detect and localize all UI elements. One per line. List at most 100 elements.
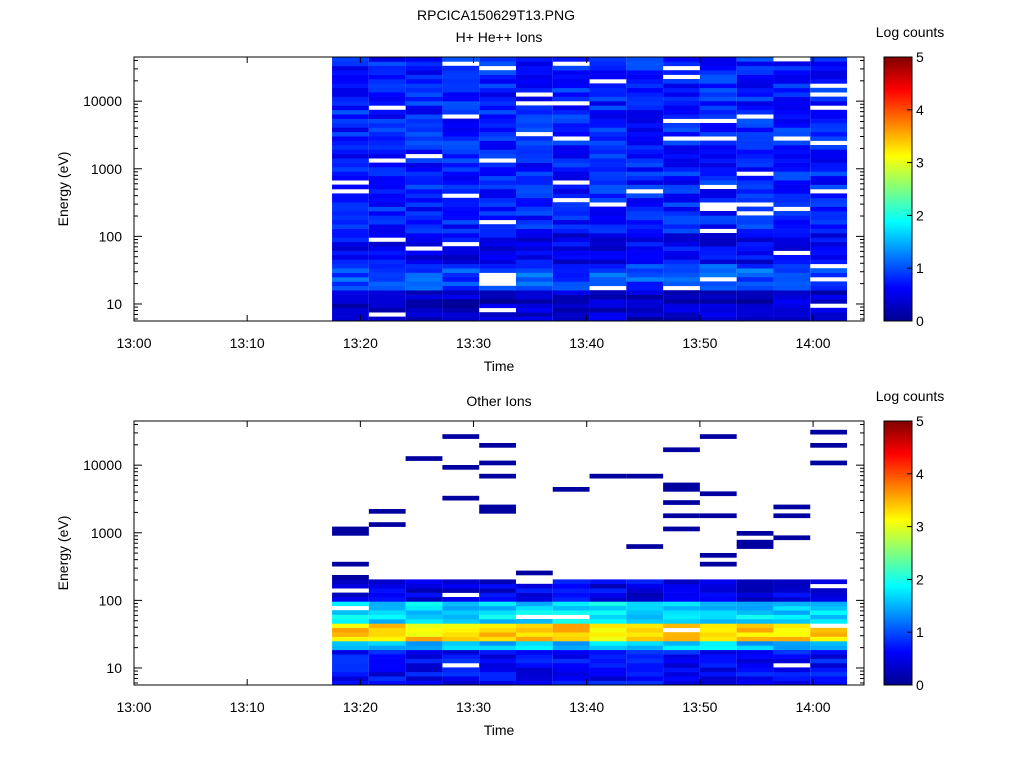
heatmap-cell (368, 215, 406, 221)
heatmap-cell (699, 123, 737, 128)
heatmap-cell (552, 206, 590, 212)
heatmap-cell (515, 663, 553, 668)
heatmap-cell (663, 197, 700, 203)
heatmap-cell (479, 162, 516, 168)
heatmap-cell (479, 92, 516, 97)
heatmap-cell (773, 535, 811, 541)
heatmap-cell (810, 250, 848, 256)
heatmap-cell (479, 632, 516, 637)
heatmap-cell (515, 65, 553, 71)
colorbar-tick-label: 4 (916, 102, 924, 118)
heatmap-cell (810, 180, 848, 185)
heatmap-cell (368, 131, 406, 137)
heatmap-cell (368, 167, 406, 172)
heatmap-cell (810, 614, 848, 620)
heatmap-cell (626, 219, 664, 225)
heatmap-cell (699, 627, 737, 633)
heatmap-cell (736, 197, 774, 203)
heatmap-cell (736, 531, 774, 536)
heatmap-cell (442, 299, 480, 304)
heatmap-cell (699, 281, 737, 287)
heatmap-cell (405, 70, 443, 75)
heatmap-cell (479, 579, 516, 585)
heatmap-cell (405, 127, 443, 133)
heatmap-cell (368, 114, 406, 119)
heatmap-cell (699, 434, 737, 439)
heatmap-cell (663, 663, 700, 668)
heatmap-cell (442, 263, 480, 269)
heatmap-cell (626, 316, 664, 322)
heatmap-cell (626, 645, 664, 651)
heatmap-cell (810, 281, 848, 287)
heatmap-cell (515, 96, 553, 102)
heatmap-cell (736, 592, 774, 598)
heatmap-cell (479, 171, 516, 177)
heatmap-cell (773, 162, 811, 168)
heatmap-cell (699, 101, 737, 106)
heatmap-cell (479, 175, 516, 181)
heatmap-cell (479, 597, 516, 602)
heatmap-cell (479, 654, 516, 659)
heatmap-cell (442, 202, 480, 207)
heatmap-cell (810, 680, 848, 686)
heatmap-cell (626, 162, 664, 168)
heatmap-cell (515, 70, 553, 75)
heatmap-cell (479, 268, 516, 273)
heatmap-cell (773, 592, 811, 598)
heatmap-cell (699, 83, 737, 89)
heatmap-cell (699, 294, 737, 300)
heatmap-cell (810, 667, 848, 673)
heatmap-cell (626, 649, 664, 655)
heatmap-cell (589, 277, 627, 282)
heatmap-cell (663, 676, 700, 681)
heatmap-cell (479, 316, 516, 322)
heatmap-cell (626, 627, 664, 633)
heatmap-cell (368, 171, 406, 177)
heatmap-cell (368, 87, 406, 93)
heatmap-cell (626, 193, 664, 199)
heatmap-cell (332, 224, 369, 229)
heatmap-cell (626, 473, 664, 479)
heatmap-cell (699, 561, 737, 567)
heatmap-cell (773, 649, 811, 655)
heatmap-cell (368, 281, 406, 287)
heatmap-cell (515, 127, 553, 133)
heatmap-cell (442, 184, 480, 190)
heatmap-cell (368, 175, 406, 181)
heatmap-cell (589, 583, 627, 589)
heatmap-cell (479, 184, 516, 190)
heatmap-cell (663, 246, 700, 251)
heatmap-cell (736, 136, 774, 141)
heatmap-cell (368, 601, 406, 607)
heatmap-cell (479, 118, 516, 124)
heatmap-cell (442, 588, 480, 593)
heatmap-cell (405, 649, 443, 655)
heatmap-cell (663, 632, 700, 637)
heatmap-cell (810, 87, 848, 93)
heatmap-cell (699, 131, 737, 137)
heatmap-cell (663, 219, 700, 225)
heatmap-cell (773, 87, 811, 93)
heatmap-cell (515, 649, 553, 655)
heatmap-cell (405, 79, 443, 84)
heatmap-cell (626, 105, 664, 111)
heatmap-cell (479, 285, 516, 291)
heatmap-cell (626, 175, 664, 181)
heatmap-cell (332, 654, 369, 659)
heatmap-cell (773, 268, 811, 273)
heatmap-cell (773, 601, 811, 607)
heatmap-cell (515, 627, 553, 633)
heatmap-cell (479, 167, 516, 172)
heatmap-cell (626, 583, 664, 589)
heatmap-cell (589, 588, 627, 593)
heatmap-cell (479, 96, 516, 102)
heatmap-cell (736, 601, 774, 607)
heatmap-cell (699, 158, 737, 163)
heatmap-cell (405, 189, 443, 194)
heatmap-cell (479, 57, 516, 62)
heatmap-cell (332, 610, 369, 615)
heatmap-cell (589, 96, 627, 102)
heatmap-cell (810, 79, 848, 84)
heatmap-cell (589, 654, 627, 659)
heatmap-cell (773, 197, 811, 203)
